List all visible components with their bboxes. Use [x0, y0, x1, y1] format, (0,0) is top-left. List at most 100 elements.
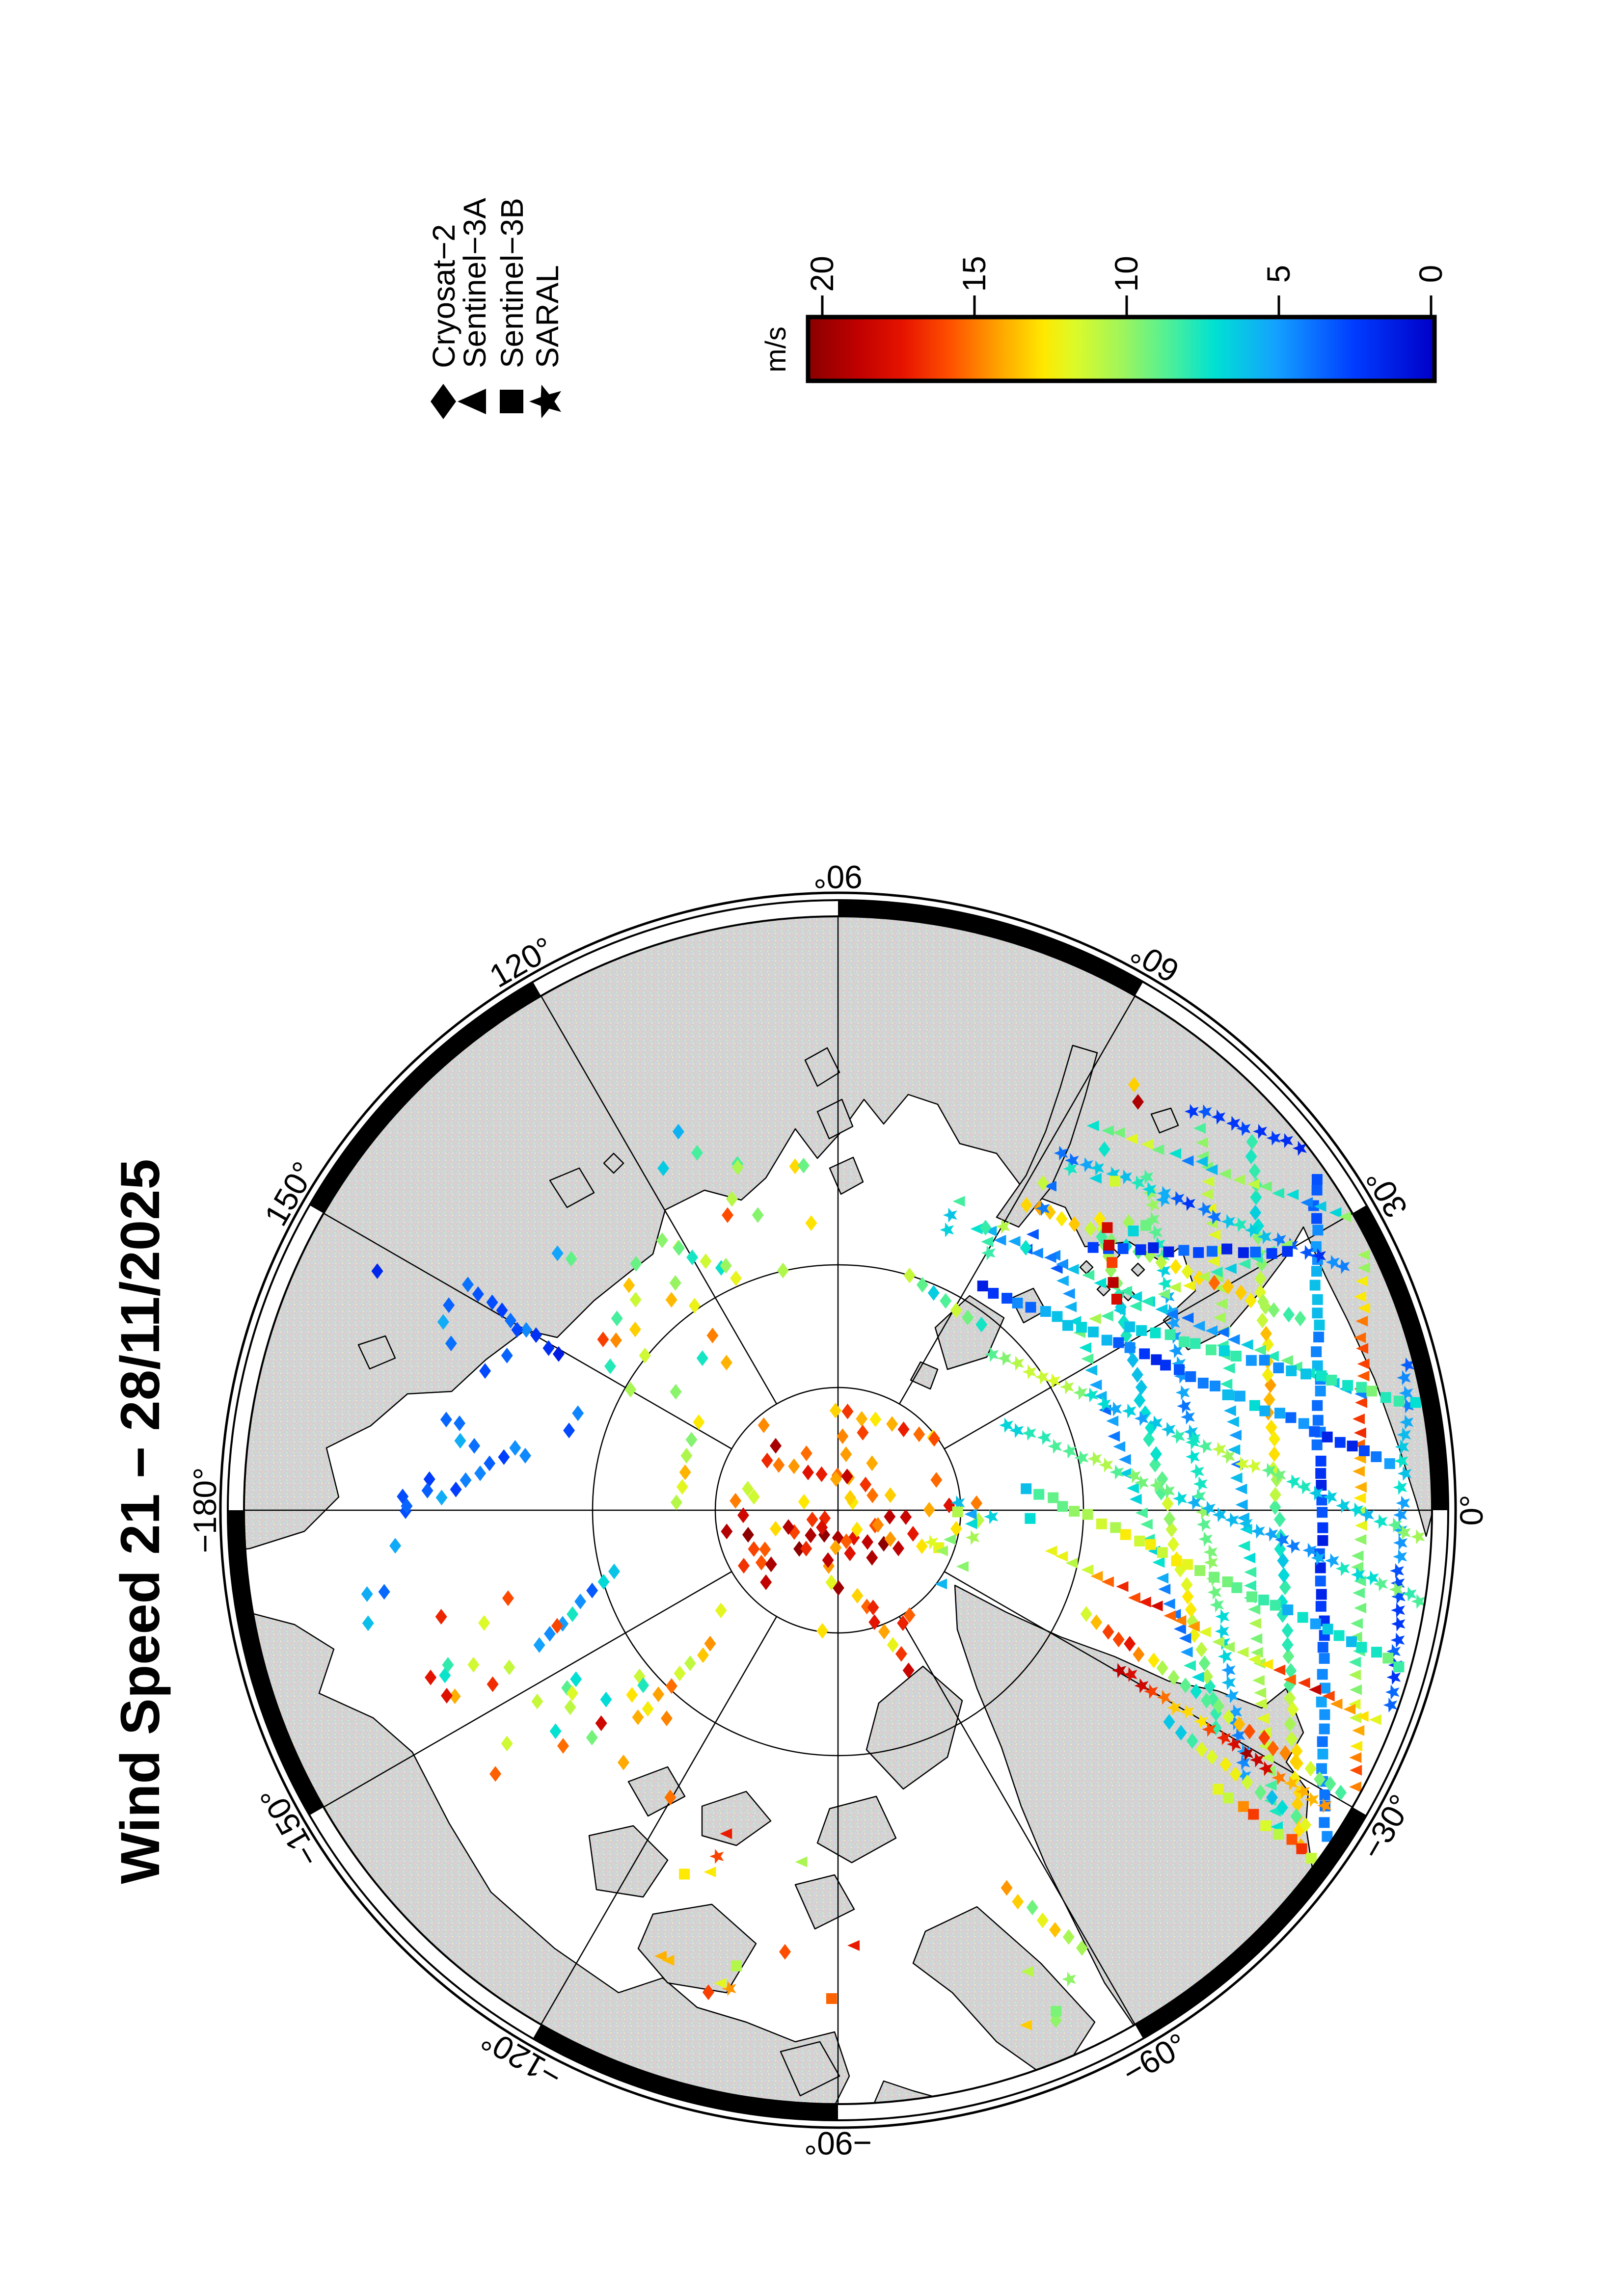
data-point-cryosat2: [1282, 1648, 1295, 1664]
data-point-sentinel3a: [1349, 1712, 1362, 1723]
data-point-sentinel3a: [703, 1867, 716, 1877]
data-point-cryosat2: [895, 1646, 907, 1662]
data-point-sentinel3a: [720, 1828, 732, 1840]
data-point-cryosat2: [800, 1541, 812, 1557]
data-point-cryosat2: [841, 1403, 854, 1419]
data-point-cryosat2: [1195, 1641, 1208, 1657]
land-somerset-island: [794, 1874, 855, 1930]
data-point-sentinel3b: [1082, 1509, 1093, 1520]
data-point-cryosat2: [737, 1507, 749, 1523]
data-point-cryosat2: [825, 1575, 838, 1590]
data-point-cryosat2: [478, 1615, 490, 1631]
data-point-cryosat2: [1219, 1757, 1232, 1772]
data-point-saral: [1237, 1744, 1251, 1759]
data-point-cryosat2: [930, 1472, 943, 1488]
legend-label-cryosat2: Cryosat−2: [426, 224, 461, 368]
data-point-sentinel3b: [1193, 1247, 1204, 1258]
data-point-sentinel3b: [1297, 1612, 1308, 1623]
data-point-cryosat2: [1167, 1670, 1180, 1685]
data-point-cryosat2: [1155, 1485, 1167, 1501]
data-point-sentinel3b: [1298, 1418, 1309, 1429]
data-point-sentinel3a: [1141, 1139, 1154, 1150]
data-point-cryosat2: [822, 1552, 834, 1568]
data-point-sentinel3a: [1244, 1580, 1256, 1591]
data-point-sentinel3a: [1354, 1482, 1367, 1493]
data-point-sentinel3a: [795, 1856, 808, 1868]
data-point-cryosat2: [788, 1458, 800, 1474]
data-point-sentinel3b: [1157, 1547, 1168, 1558]
data-point-saral: [943, 1207, 957, 1223]
data-point-sentinel3b: [1104, 1239, 1115, 1251]
data-point-saral: [1238, 1516, 1253, 1531]
land-ellesmere-island: [866, 1665, 963, 1790]
data-point-saral: [1087, 1451, 1102, 1467]
data-point-sentinel3a: [1352, 1466, 1365, 1477]
data-point-sentinel3b: [988, 1288, 999, 1299]
data-point-saral: [1399, 1386, 1413, 1401]
data-point-cryosat2: [1291, 1743, 1303, 1759]
data-point-sentinel3a: [1354, 1534, 1367, 1545]
data-point-saral: [1079, 1157, 1094, 1173]
data-point-saral: [996, 1219, 1010, 1234]
data-point-sentinel3a: [1135, 1507, 1148, 1519]
colorbar: 20 15 10 5 0 m/s: [760, 256, 1449, 383]
data-point-saral: [1279, 1133, 1293, 1148]
data-point-saral: [1221, 1662, 1236, 1678]
data-point-sentinel3a: [1008, 1236, 1021, 1247]
data-point-saral: [1142, 1181, 1157, 1197]
data-point-sentinel3b: [1313, 1332, 1325, 1343]
data-point-saral: [1274, 1532, 1289, 1548]
data-point-saral: [1264, 1526, 1278, 1542]
data-point-sentinel3a: [1308, 1684, 1321, 1695]
data-point-cryosat2: [742, 1527, 754, 1543]
data-point-cryosat2: [669, 1275, 681, 1291]
data-point-sentinel3b: [1393, 1661, 1405, 1673]
data-point-sentinel3a: [1020, 2020, 1032, 2031]
data-point-cryosat2: [600, 1691, 612, 1708]
data-point-cryosat2: [442, 1657, 454, 1673]
data-point-saral: [1194, 1714, 1209, 1729]
data-point-saral: [1122, 1403, 1136, 1419]
colorbar-tick-5: 5: [1260, 265, 1297, 283]
data-point-cryosat2: [1201, 1668, 1213, 1684]
data-point-cryosat2: [1283, 1307, 1295, 1323]
data-point-sentinel3a: [1082, 1270, 1095, 1281]
data-point-sentinel3b: [1356, 1382, 1367, 1393]
data-point-cryosat2: [1274, 1541, 1286, 1557]
data-point-cryosat2: [1289, 1754, 1301, 1770]
data-point-cryosat2: [557, 1738, 569, 1754]
land-severnaya-zemlya: [804, 1047, 864, 1195]
data-point-cryosat2: [551, 1618, 563, 1634]
data-point-cryosat2: [1186, 1733, 1198, 1749]
data-point-sentinel3a: [1197, 1271, 1210, 1282]
data-point-saral: [1217, 1730, 1231, 1745]
data-point-cryosat2: [1167, 1536, 1179, 1552]
data-point-cryosat2: [435, 1609, 447, 1625]
data-point-cryosat2: [1001, 1880, 1013, 1896]
data-point-cryosat2: [1080, 1606, 1092, 1622]
data-point-cryosat2: [1163, 1714, 1175, 1730]
data-point-sentinel3a: [1236, 1647, 1249, 1658]
data-point-sentinel3b: [1315, 1455, 1326, 1467]
data-point-cryosat2: [608, 1563, 620, 1579]
data-point-sentinel3a: [1183, 1280, 1195, 1291]
data-point-saral: [1148, 1415, 1163, 1431]
data-point-cryosat2: [1267, 1740, 1279, 1757]
data-point-sentinel3a: [1357, 1358, 1370, 1369]
data-point-cryosat2: [1206, 1749, 1218, 1765]
data-point-sentinel3b: [1319, 1615, 1330, 1627]
data-point-cryosat2: [830, 1540, 842, 1556]
land-banks-island: [588, 1825, 669, 1898]
data-point-cryosat2: [840, 1446, 852, 1462]
data-point-sentinel3a: [1266, 1351, 1279, 1362]
legend: Cryosat−2 Sentinel−3A Sentinel−3B SARAL: [426, 198, 565, 419]
data-point-sentinel3b: [1218, 1345, 1230, 1357]
data-point-sentinel3b: [1109, 1175, 1121, 1187]
data-point-sentinel3a: [1062, 1288, 1075, 1299]
data-point-sentinel3a: [1113, 1441, 1126, 1452]
data-point-cryosat2: [837, 1428, 849, 1444]
data-point-cryosat2: [564, 1699, 576, 1715]
data-point-saral: [950, 1495, 965, 1511]
map-area: [244, 916, 1432, 2104]
data-point-cryosat2: [840, 1533, 852, 1549]
